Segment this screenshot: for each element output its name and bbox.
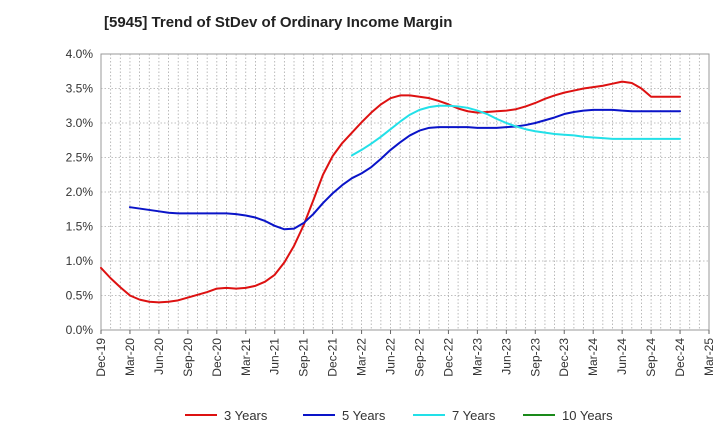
x-tick-label: Dec-19 (94, 338, 108, 377)
series-lines (100, 80, 682, 304)
x-tick-label: Sep-21 (297, 338, 311, 377)
y-tick-label: 3.0% (66, 116, 94, 130)
y-tick-label: 0.0% (66, 323, 94, 337)
x-tick-label: Dec-21 (326, 338, 340, 377)
gridlines (101, 54, 709, 330)
x-tick-label: Sep-23 (528, 338, 542, 377)
legend: 3 Years 5 Years 7 Years 10 Years (185, 408, 613, 423)
x-axis: Dec-19 Mar-20 Jun-20 Sep-20 Dec-20 Mar-21 Jun-… (94, 330, 716, 377)
y-tick-label: 1.5% (66, 220, 94, 234)
x-tick-label: Mar-24 (586, 338, 600, 376)
legend-label-2: 5 Years (342, 408, 386, 423)
x-tick-label: Dec-24 (673, 338, 687, 377)
legend-label-3: 7 Years (452, 408, 496, 423)
x-tick-label: Sep-22 (412, 338, 426, 377)
x-tick-label: Jun-24 (615, 338, 629, 375)
series-line-3 (350, 104, 682, 157)
legend-label-4: 10 Years (562, 408, 613, 423)
x-tick-label: Mar-22 (355, 338, 369, 376)
x-tick-label: Dec-20 (210, 338, 224, 377)
plot-frame (100, 53, 710, 331)
x-tick-label: Sep-20 (181, 338, 195, 377)
x-tick-label: Mar-21 (239, 338, 253, 376)
x-tick-label: Jun-22 (384, 338, 398, 375)
x-tick-label: Dec-22 (441, 338, 455, 377)
chart-title: [5945] Trend of StDev of Ordinary Income… (104, 14, 453, 31)
series-line-1 (100, 80, 682, 304)
y-tick-label: 2.5% (66, 151, 94, 165)
y-tick-label: 1.0% (66, 254, 94, 268)
x-tick-label: Mar-20 (123, 338, 137, 376)
x-tick-label: Mar-25 (702, 338, 716, 376)
x-tick-label: Jun-21 (268, 338, 282, 375)
x-tick-label: Jun-20 (152, 338, 166, 375)
y-tick-label: 3.5% (66, 82, 94, 96)
x-tick-label: Sep-24 (644, 338, 658, 377)
y-tick-label: 2.0% (66, 185, 94, 199)
series-line-2 (128, 108, 682, 231)
legend-label-1: 3 Years (224, 408, 268, 423)
plot-area (100, 53, 710, 331)
x-tick-label: Dec-23 (557, 338, 571, 377)
x-tick-label: Jun-23 (499, 338, 513, 375)
y-tick-label: 0.5% (66, 289, 94, 303)
y-axis: 0.0% 0.5% 1.0% 1.5% 2.0% 2.5% 3.0% 3.5% 4.0% (66, 47, 94, 337)
x-tick-label: Mar-23 (470, 338, 484, 376)
y-tick-label: 4.0% (66, 47, 94, 61)
